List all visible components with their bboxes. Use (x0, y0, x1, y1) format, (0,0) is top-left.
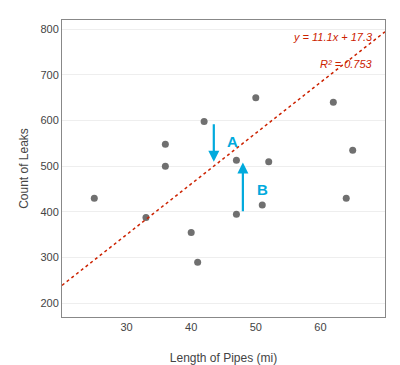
svg-text:600: 600 (40, 114, 58, 126)
svg-text:R² = 0.753: R² = 0.753 (320, 58, 373, 70)
svg-text:A: A (227, 133, 238, 150)
svg-text:500: 500 (40, 160, 58, 172)
svg-text:Count of Leaks: Count of Leaks (17, 128, 31, 209)
svg-text:40: 40 (185, 321, 197, 333)
svg-text:400: 400 (40, 206, 58, 218)
svg-text:200: 200 (40, 297, 58, 309)
svg-text:300: 300 (40, 251, 58, 263)
svg-text:800: 800 (40, 23, 58, 35)
svg-text:700: 700 (40, 69, 58, 81)
svg-text:Length of Pipes (mi): Length of Pipes (mi) (170, 351, 277, 365)
svg-text:60: 60 (314, 321, 326, 333)
svg-text:50: 50 (250, 321, 262, 333)
svg-text:B: B (257, 181, 268, 198)
svg-text:30: 30 (120, 321, 132, 333)
svg-text:y = 11.1x + 17.3: y = 11.1x + 17.3 (293, 31, 373, 43)
